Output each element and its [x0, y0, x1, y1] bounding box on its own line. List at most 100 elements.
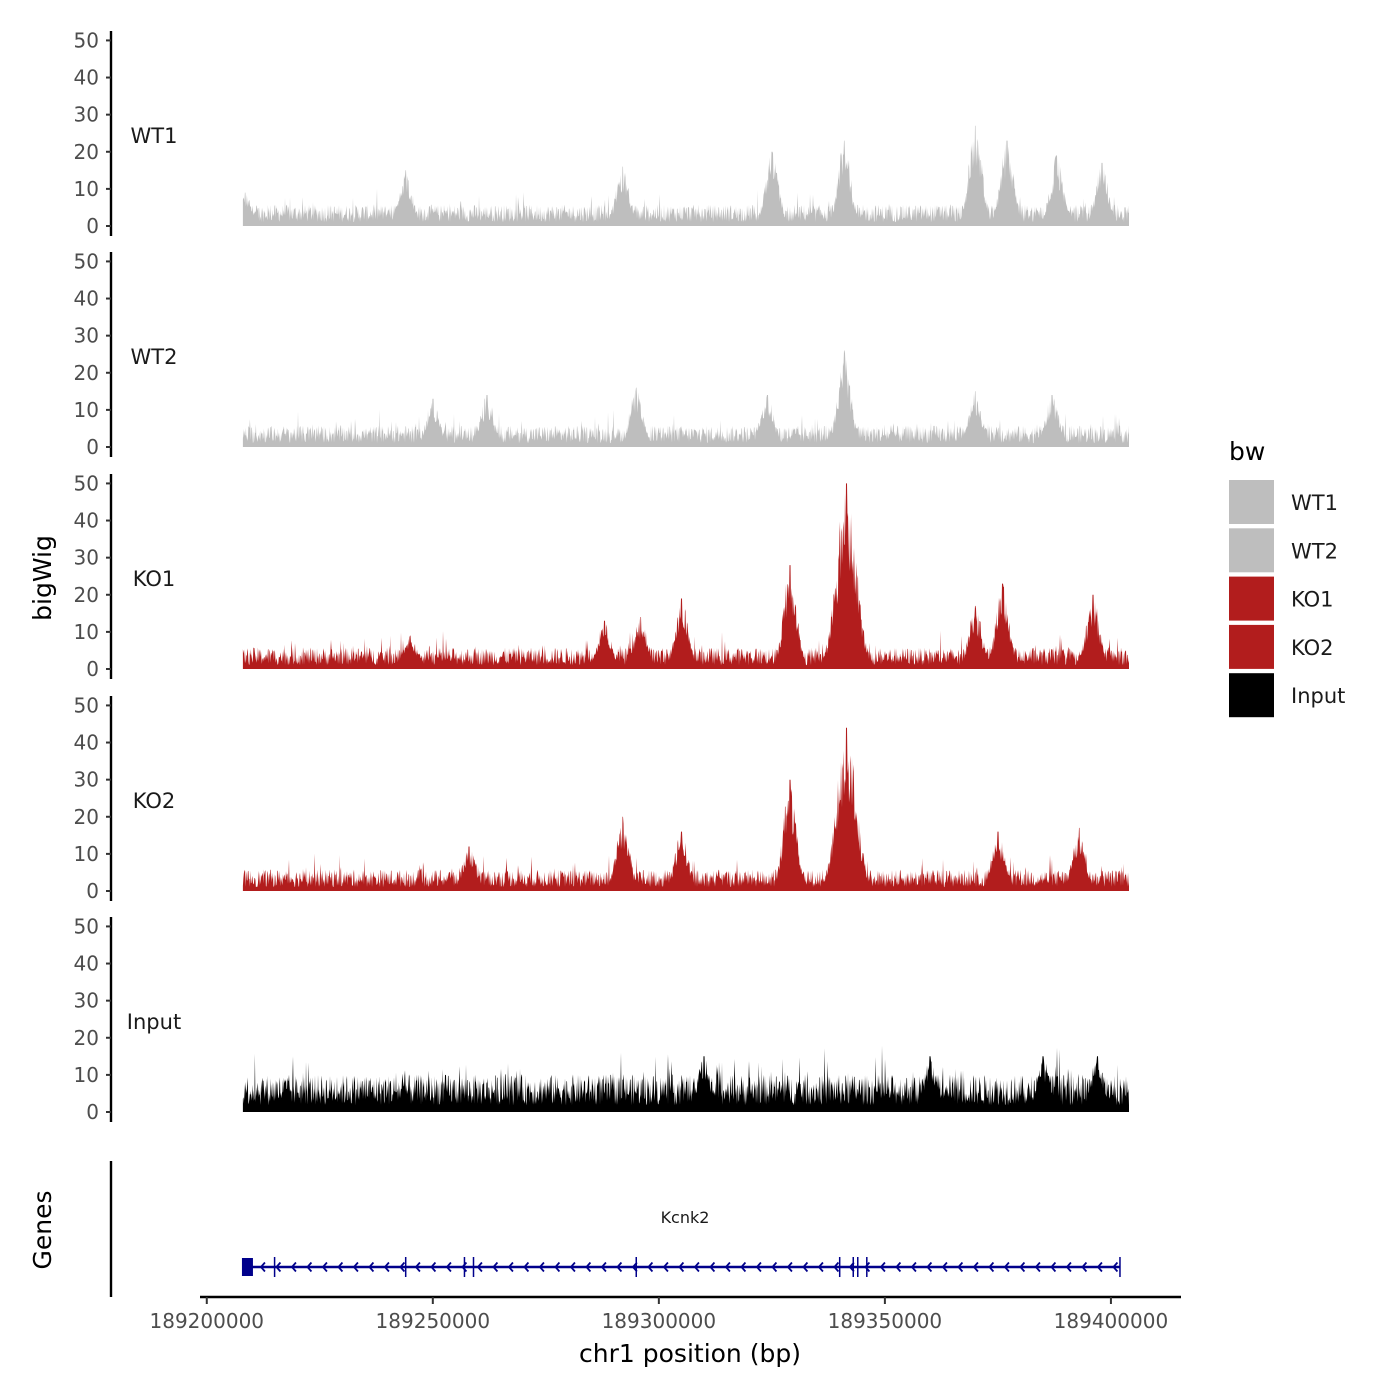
x-tick-label: 189200000 — [150, 1309, 265, 1333]
strand-arrow — [538, 1261, 545, 1273]
strand-arrow — [368, 1261, 375, 1273]
y-tick-label: 10 — [74, 398, 99, 422]
strand-arrow — [786, 1261, 793, 1273]
track-wt1: 0 10 20 30 40 50 WT1 — [74, 28, 1129, 238]
strand-arrow — [1096, 1261, 1103, 1273]
signal-area — [242, 727, 1129, 891]
strand-arrow — [337, 1261, 344, 1273]
track-label: WT2 — [131, 345, 178, 369]
strand-arrow — [817, 1261, 824, 1273]
strand-arrow — [1065, 1261, 1072, 1273]
strand-arrow — [1034, 1261, 1041, 1273]
y-tick-label: 0 — [86, 879, 99, 903]
strand-arrow — [445, 1261, 452, 1273]
y-tick-label: 20 — [74, 140, 99, 164]
x-tick-label: 189400000 — [1054, 1309, 1169, 1333]
strand-arrow — [476, 1261, 483, 1273]
y-tick-label: 40 — [74, 287, 99, 311]
genes-track-title: Genes — [28, 1190, 57, 1269]
y-tick-label: 20 — [74, 1026, 99, 1050]
signal-area — [242, 350, 1129, 447]
y-tick-label: 40 — [74, 509, 99, 533]
legend-label: Input — [1291, 684, 1345, 708]
strand-arrow — [616, 1261, 623, 1273]
strand-arrow — [492, 1261, 499, 1273]
signal-area — [242, 125, 1129, 226]
strand-arrow — [1019, 1261, 1026, 1273]
y-tick-label: 40 — [74, 952, 99, 976]
y-tick-label: 30 — [74, 103, 99, 127]
strand-arrow — [802, 1261, 809, 1273]
y-tick-label: 0 — [86, 435, 99, 459]
track-input: 0 10 20 30 40 50 Input — [74, 914, 1129, 1124]
y-tick-label: 50 — [74, 914, 99, 938]
strand-arrow — [554, 1261, 561, 1273]
strand-arrow — [507, 1261, 514, 1273]
track-label: Input — [127, 1010, 181, 1034]
strand-arrow — [895, 1261, 902, 1273]
strand-arrow — [569, 1261, 576, 1273]
strand-arrow — [383, 1261, 390, 1273]
y-tick-label: 50 — [74, 471, 99, 495]
strand-arrow — [678, 1261, 685, 1273]
y-tick-label: 10 — [74, 842, 99, 866]
y-tick-label: 30 — [74, 324, 99, 348]
strand-arrow — [290, 1261, 297, 1273]
legend-swatch — [1229, 673, 1274, 718]
strand-arrow — [662, 1261, 669, 1273]
strand-arrow — [693, 1261, 700, 1273]
strand-arrow — [879, 1261, 886, 1273]
strand-arrow — [972, 1261, 979, 1273]
strand-arrow — [771, 1261, 778, 1273]
y-tick-label: 10 — [74, 620, 99, 644]
genes-track: Kcnk2 — [109, 1161, 1121, 1297]
y-tick-label: 0 — [86, 657, 99, 681]
signal-area — [242, 1045, 1129, 1112]
legend-label: KO2 — [1291, 636, 1334, 660]
strand-arrow — [910, 1261, 917, 1273]
strand-arrow — [833, 1261, 840, 1273]
strand-arrow — [709, 1261, 716, 1273]
y-tick-label: 50 — [74, 693, 99, 717]
strand-arrow — [957, 1261, 964, 1273]
strand-arrow — [306, 1261, 313, 1273]
track-wt2: 0 10 20 30 40 50 WT2 — [74, 249, 1129, 459]
strand-arrow — [864, 1261, 871, 1273]
y-tick-label: 30 — [74, 546, 99, 570]
legend-swatch — [1229, 480, 1274, 524]
strand-arrow — [259, 1261, 266, 1273]
strand-arrow — [988, 1261, 995, 1273]
strand-arrow — [523, 1261, 530, 1273]
y-tick-label: 10 — [74, 177, 99, 201]
y-tick-label: 30 — [74, 989, 99, 1013]
x-tick-label: 189250000 — [376, 1309, 491, 1333]
y-tick-label: 50 — [74, 249, 99, 273]
strand-arrow — [352, 1261, 359, 1273]
strand-arrow — [275, 1261, 282, 1273]
strand-arrow — [740, 1261, 747, 1273]
signal-tracks: 0 10 20 30 40 50 WT1 0 10 20 30 40 50 WT2 0 10 20 30 40 50 K… — [74, 28, 1129, 1124]
legend-swatch — [1229, 624, 1274, 669]
track-ko2: 0 10 20 30 40 50 KO2 — [74, 693, 1129, 903]
signal-area — [242, 483, 1129, 669]
x-tick-label: 189350000 — [828, 1309, 943, 1333]
track-label: KO1 — [133, 567, 176, 591]
strand-arrow — [399, 1261, 406, 1273]
x-axis-title: chr1 position (bp) — [579, 1339, 801, 1368]
strand-arrow — [1003, 1261, 1010, 1273]
y-tick-label: 0 — [86, 1100, 99, 1124]
y-tick-label: 40 — [74, 66, 99, 90]
strand-arrow — [321, 1261, 328, 1273]
strand-arrow — [941, 1261, 948, 1273]
legend-swatch — [1229, 528, 1274, 573]
strand-arrow — [414, 1261, 421, 1273]
y-tick-label: 20 — [74, 361, 99, 385]
y-tick-label: 0 — [86, 214, 99, 238]
strand-arrow — [926, 1261, 933, 1273]
legend-label: WT2 — [1291, 539, 1338, 563]
x-axis: 189200000 189250000 189300000 189350000 1894… — [150, 1295, 1181, 1333]
strand-arrow — [1050, 1261, 1057, 1273]
y-tick-label: 20 — [74, 805, 99, 829]
y-tick-label: 20 — [74, 583, 99, 607]
y-tick-label: 10 — [74, 1063, 99, 1087]
